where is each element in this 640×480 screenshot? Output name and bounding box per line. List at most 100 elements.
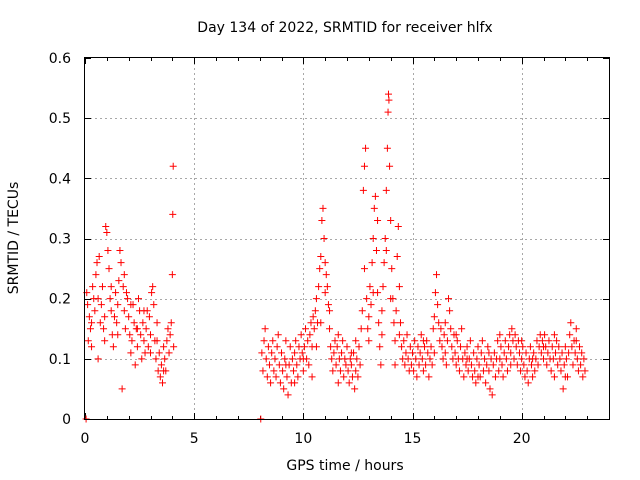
data-point	[541, 331, 549, 339]
data-point	[409, 349, 416, 357]
data-point	[147, 331, 154, 339]
data-point	[547, 367, 555, 375]
data-point	[413, 373, 421, 381]
data-point	[144, 343, 152, 351]
data-point	[463, 355, 471, 363]
data-point	[88, 319, 96, 327]
data-point	[279, 367, 287, 375]
data-point	[548, 343, 556, 351]
data-point	[537, 349, 545, 357]
data-point	[321, 259, 329, 267]
data-point	[371, 192, 379, 200]
data-point	[554, 361, 562, 369]
data-point	[434, 301, 442, 309]
data-point	[352, 367, 360, 375]
data-point	[134, 295, 142, 303]
data-point	[520, 361, 528, 369]
data-point	[484, 343, 492, 351]
data-point	[442, 361, 450, 369]
data-point	[512, 343, 520, 351]
data-point	[160, 367, 168, 375]
data-point	[308, 373, 316, 381]
data-point	[578, 349, 586, 357]
data-point	[293, 361, 301, 369]
data-point	[142, 325, 150, 333]
data-point	[122, 289, 130, 297]
data-point	[545, 337, 553, 345]
data-point	[517, 367, 525, 375]
data-point	[502, 355, 510, 363]
data-point	[113, 319, 121, 327]
data-point	[560, 361, 568, 369]
data-point	[347, 361, 355, 369]
data-point	[319, 204, 327, 212]
data-point	[156, 373, 164, 381]
axis-ticks	[85, 58, 610, 420]
data-point	[377, 361, 385, 369]
y-tick-label: 0.1	[49, 352, 71, 368]
data-point	[137, 331, 145, 339]
data-point	[531, 367, 539, 375]
data-point	[94, 295, 102, 303]
data-point	[384, 90, 392, 98]
data-point	[150, 301, 158, 309]
data-point	[418, 355, 426, 363]
data-point	[259, 367, 267, 375]
data-point	[321, 289, 329, 297]
data-point	[94, 355, 102, 363]
data-point	[382, 186, 390, 194]
data-point	[369, 289, 377, 297]
x-axis-title: GPS time / hours	[286, 458, 403, 474]
data-point	[513, 361, 521, 369]
data-point	[367, 301, 375, 309]
data-point	[372, 247, 380, 255]
data-point	[366, 283, 374, 291]
data-point	[283, 373, 291, 381]
data-point	[552, 349, 560, 357]
data-point	[300, 343, 308, 351]
data-point	[452, 361, 460, 369]
data-point	[422, 361, 430, 369]
data-point	[269, 337, 277, 345]
data-point	[385, 96, 393, 104]
data-point	[523, 367, 531, 375]
data-point	[299, 355, 307, 363]
data-point	[540, 355, 547, 363]
data-point	[574, 367, 582, 375]
data-point	[318, 216, 326, 224]
data-point	[417, 331, 425, 339]
data-point	[265, 361, 273, 369]
data-point	[501, 337, 509, 345]
data-point	[496, 355, 504, 363]
data-point	[568, 343, 576, 351]
data-point	[159, 379, 167, 387]
data-point	[139, 319, 147, 327]
data-point	[519, 343, 527, 351]
data-point	[322, 271, 330, 279]
data-point	[404, 355, 412, 363]
x-tick-label: 5	[190, 431, 199, 447]
data-point	[355, 343, 363, 351]
data-point	[290, 367, 298, 375]
data-point	[315, 283, 323, 291]
data-point	[338, 349, 346, 357]
x-tick-label: 20	[513, 431, 531, 447]
data-point	[391, 337, 399, 345]
data-point	[116, 247, 124, 255]
data-point	[507, 361, 515, 369]
data-point	[292, 337, 300, 345]
data-point	[401, 361, 409, 369]
data-point	[95, 253, 103, 261]
data-point	[387, 216, 395, 224]
data-point	[127, 301, 135, 309]
data-point	[495, 367, 503, 375]
data-point	[120, 271, 128, 279]
data-point	[324, 301, 332, 309]
data-point	[311, 307, 319, 315]
data-point	[572, 337, 580, 345]
data-point	[365, 313, 373, 321]
data-point	[263, 373, 271, 381]
data-point	[357, 325, 365, 333]
data-point	[309, 313, 317, 321]
